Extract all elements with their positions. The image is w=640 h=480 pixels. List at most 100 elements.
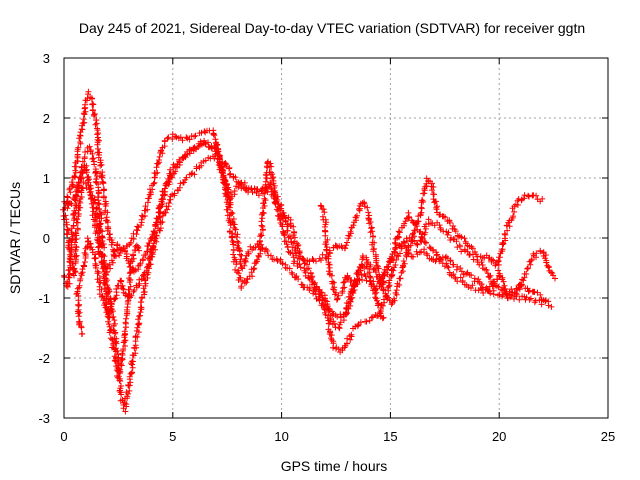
data-point-markers: [91, 254, 105, 293]
data-point-markers: [448, 271, 461, 285]
data-point-markers: [93, 204, 105, 250]
data-point-markers: [101, 281, 113, 330]
data-point-markers: [154, 143, 168, 167]
y-axis-label: SDTVAR / TECUs: [7, 182, 23, 294]
data-point-markers: [339, 332, 354, 354]
data-point-markers: [283, 241, 298, 265]
data-point-markers: [71, 219, 81, 279]
data-points: [60, 88, 558, 415]
data-point-markers: [437, 224, 454, 241]
series-F: [317, 202, 387, 322]
data-point-markers: [442, 253, 457, 268]
data-point-markers: [290, 260, 304, 271]
data-point-markers: [289, 271, 306, 288]
data-point-markers: [155, 181, 172, 212]
data-point-markers: [355, 318, 370, 328]
data-point-markers: [65, 237, 74, 266]
data-point-markers: [533, 192, 546, 205]
data-point-markers: [356, 263, 368, 271]
x-tick-label: 25: [601, 429, 615, 444]
data-point-markers: [202, 139, 218, 152]
data-point-markers: [136, 269, 148, 283]
data-point-markers: [425, 216, 443, 229]
data-point-markers: [273, 204, 289, 245]
data-point-markers: [323, 255, 335, 279]
data-point-markers: [138, 189, 154, 223]
data-point-markers: [480, 265, 497, 289]
data-point-markers: [277, 256, 295, 276]
data-point-markers: [474, 252, 490, 261]
data-point-markers: [439, 260, 453, 278]
data-point-markers: [521, 252, 537, 277]
x-axis-label: GPS time / hours: [281, 458, 388, 474]
data-point-markers: [148, 205, 163, 242]
data-point-markers: [66, 158, 81, 192]
data-point-markers: [123, 258, 135, 319]
data-point-markers: [268, 184, 279, 207]
data-point-markers: [80, 91, 91, 123]
data-point-markers: [321, 216, 331, 258]
data-point-markers: [139, 236, 154, 264]
data-point-markers: [74, 119, 88, 164]
data-point-markers: [63, 216, 72, 238]
data-point-markers: [329, 278, 339, 298]
data-point-markers: [130, 280, 143, 295]
data-point-markers: [359, 199, 372, 216]
y-tick-label: 3: [43, 51, 50, 66]
data-point-markers: [295, 248, 310, 268]
data-point-markers: [133, 242, 142, 254]
data-point-markers: [383, 249, 399, 271]
data-point-markers: [365, 212, 379, 258]
data-point-markers: [348, 322, 362, 340]
data-point-markers: [311, 281, 327, 304]
data-point-markers: [501, 205, 518, 237]
data-point-markers: [405, 209, 418, 226]
data-point-markers: [191, 158, 207, 178]
data-point-markers: [100, 186, 113, 238]
series-D: [73, 151, 549, 337]
data-point-markers: [159, 193, 174, 225]
data-point-markers: [191, 128, 208, 140]
data-point-markers: [503, 288, 517, 302]
data-point-markers: [549, 270, 558, 282]
series-E: [60, 179, 142, 381]
data-point-markers: [134, 285, 148, 331]
data-point-markers: [91, 161, 102, 197]
data-point-markers: [278, 212, 292, 222]
data-point-markers: [465, 282, 479, 294]
data-point-markers: [88, 95, 101, 132]
data-point-markers: [232, 226, 245, 271]
data-point-markers: [80, 179, 93, 193]
y-tick-label: -1: [38, 291, 50, 306]
data-point-markers: [341, 224, 355, 252]
data-point-markers: [484, 287, 501, 299]
data-point-markers: [119, 315, 130, 363]
data-point-markers: [147, 164, 161, 193]
data-point-markers: [230, 174, 245, 186]
data-point-markers: [382, 262, 399, 300]
data-point-markers: [447, 236, 463, 251]
data-point-markers: [202, 153, 218, 164]
data-point-markers: [475, 285, 489, 296]
y-tick-label: -2: [38, 351, 50, 366]
x-tick-label: 15: [383, 429, 397, 444]
data-point-markers: [255, 186, 271, 199]
data-point-markers: [225, 217, 240, 268]
chart-title: Day 245 of 2021, Sidereal Day-to-day VTE…: [79, 20, 585, 36]
x-tick-label: 20: [492, 429, 506, 444]
data-point-markers: [444, 217, 458, 233]
data-point-markers: [301, 265, 316, 288]
data-point-markers: [287, 216, 302, 252]
data-point-markers: [94, 127, 107, 193]
data-point-markers: [161, 134, 176, 145]
data-point-markers: [436, 211, 449, 221]
y-tick-label: 1: [43, 171, 50, 186]
data-point-markers: [453, 263, 468, 278]
data-point-markers: [485, 254, 499, 269]
y-tick-label: -3: [38, 411, 50, 426]
data-point-markers: [415, 177, 432, 225]
data-point-markers: [530, 247, 544, 261]
data-point-markers: [84, 235, 98, 258]
data-point-markers: [329, 318, 339, 331]
data-point-markers: [74, 266, 86, 297]
